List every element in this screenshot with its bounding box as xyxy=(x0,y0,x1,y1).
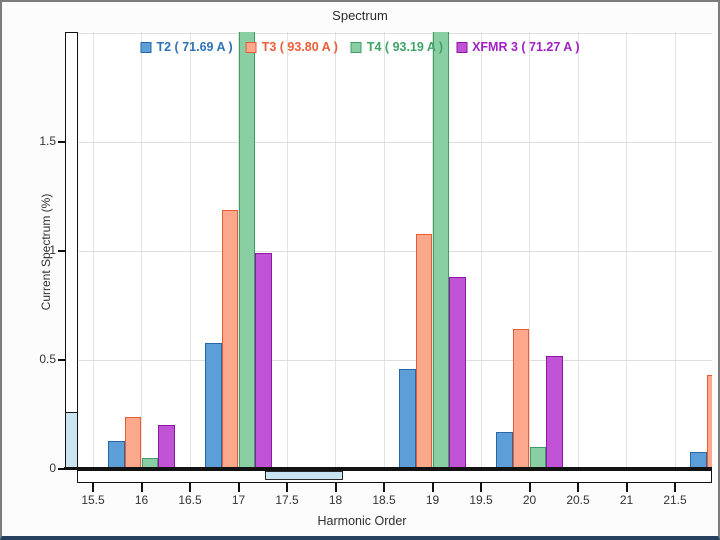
legend-swatch-icon xyxy=(140,41,152,53)
legend-label: T3 ( 93.80 A ) xyxy=(261,40,338,54)
x-tick-mark xyxy=(237,483,240,492)
x-tick-mark xyxy=(334,483,337,492)
chart-title: Spectrum xyxy=(332,8,388,23)
x-tick-label: 21 xyxy=(619,493,634,507)
bar-t2-h16 xyxy=(107,440,125,469)
y-axis-scrollbar-thumb[interactable] xyxy=(66,412,77,469)
legend-entry-xfmr[interactable]: XFMR 3 ( 71.27 A ) xyxy=(456,40,580,54)
bar-xfmr-h17 xyxy=(255,253,273,469)
x-axis-scrollbar-thumb[interactable] xyxy=(265,471,343,480)
legend-swatch-icon xyxy=(350,41,362,53)
legend-label: T4 ( 93.19 A ) xyxy=(366,40,444,54)
x-tick-mark xyxy=(431,483,434,492)
x-tick-mark xyxy=(140,483,143,492)
x-tick-mark xyxy=(674,483,676,492)
bar-t3-h19 xyxy=(415,233,433,469)
plot-area xyxy=(79,32,712,469)
x-tick-label: 15.5 xyxy=(81,493,105,507)
x-tick-label: 16 xyxy=(134,493,149,507)
x-tick-label: 19 xyxy=(425,493,440,507)
legend-swatch-icon xyxy=(245,41,257,53)
x-tick-mark xyxy=(480,483,482,492)
horizontal-gridline xyxy=(79,359,712,361)
legend-entry-t2[interactable]: T2 ( 71.69 A ) xyxy=(140,40,233,54)
bar-t2-h20 xyxy=(495,431,513,469)
bar-xfmr-h20 xyxy=(546,355,564,469)
bar-xfmr-h16 xyxy=(158,425,176,469)
y-axis-label: Current Spectrum (%) xyxy=(39,193,53,311)
bar-t2-h19 xyxy=(398,368,416,469)
horizontal-gridline xyxy=(79,250,712,252)
x-tick-label: 20 xyxy=(522,493,537,507)
bar-xfmr-h19 xyxy=(449,277,467,469)
bar-t2-h17 xyxy=(204,342,222,469)
horizontal-gridline xyxy=(79,32,712,34)
x-tick-mark xyxy=(577,483,579,492)
x-tick-mark xyxy=(92,483,94,492)
x-axis-line xyxy=(64,466,712,470)
legend-swatch-icon xyxy=(456,41,468,53)
y-tick-mark xyxy=(58,468,66,470)
y-axis-scrollbar-track[interactable] xyxy=(65,32,78,470)
legend-entry-t4[interactable]: T4 ( 93.19 A ) xyxy=(350,40,444,54)
x-axis-label: Harmonic Order xyxy=(317,514,407,528)
legend-label: T2 ( 71.69 A ) xyxy=(156,40,233,54)
y-tick-label: 1.5 xyxy=(39,134,56,148)
y-tick-label: 0.5 xyxy=(39,352,56,366)
y-tick-mark xyxy=(58,359,66,361)
x-tick-label: 16.5 xyxy=(178,493,202,507)
x-tick-mark xyxy=(383,483,385,492)
bar-t3-h17 xyxy=(221,209,239,469)
y-tick-label: 0 xyxy=(49,461,56,475)
bar-t3-h20 xyxy=(512,329,530,469)
x-tick-mark xyxy=(528,483,531,492)
legend: T2 ( 71.69 A ) T3 ( 93.80 A ) T4 ( 93.19 A… xyxy=(140,40,580,54)
x-axis-scrollbar-track[interactable] xyxy=(77,469,712,483)
horizontal-gridline xyxy=(79,141,712,143)
y-tick-mark xyxy=(58,141,66,143)
bar-t4-h19 xyxy=(432,32,450,469)
x-tick-mark xyxy=(286,483,288,492)
y-tick-mark xyxy=(58,250,66,252)
y-tick-label: 1 xyxy=(49,243,56,257)
x-tick-label: 17 xyxy=(231,493,246,507)
x-tick-label: 20.5 xyxy=(566,493,590,507)
legend-label: XFMR 3 ( 71.27 A ) xyxy=(472,40,580,54)
bar-t3-h16 xyxy=(124,416,142,469)
x-tick-label: 18.5 xyxy=(372,493,396,507)
x-tick-mark xyxy=(625,483,628,492)
bar-t4-h17 xyxy=(238,32,256,469)
x-tick-label: 19.5 xyxy=(469,493,493,507)
x-tick-label: 21.5 xyxy=(663,493,687,507)
x-tick-label: 17.5 xyxy=(275,493,299,507)
x-tick-label: 18 xyxy=(328,493,343,507)
bar-t3-h22 xyxy=(706,375,712,469)
legend-entry-t3[interactable]: T3 ( 93.80 A ) xyxy=(245,40,338,54)
x-tick-mark xyxy=(189,483,191,492)
